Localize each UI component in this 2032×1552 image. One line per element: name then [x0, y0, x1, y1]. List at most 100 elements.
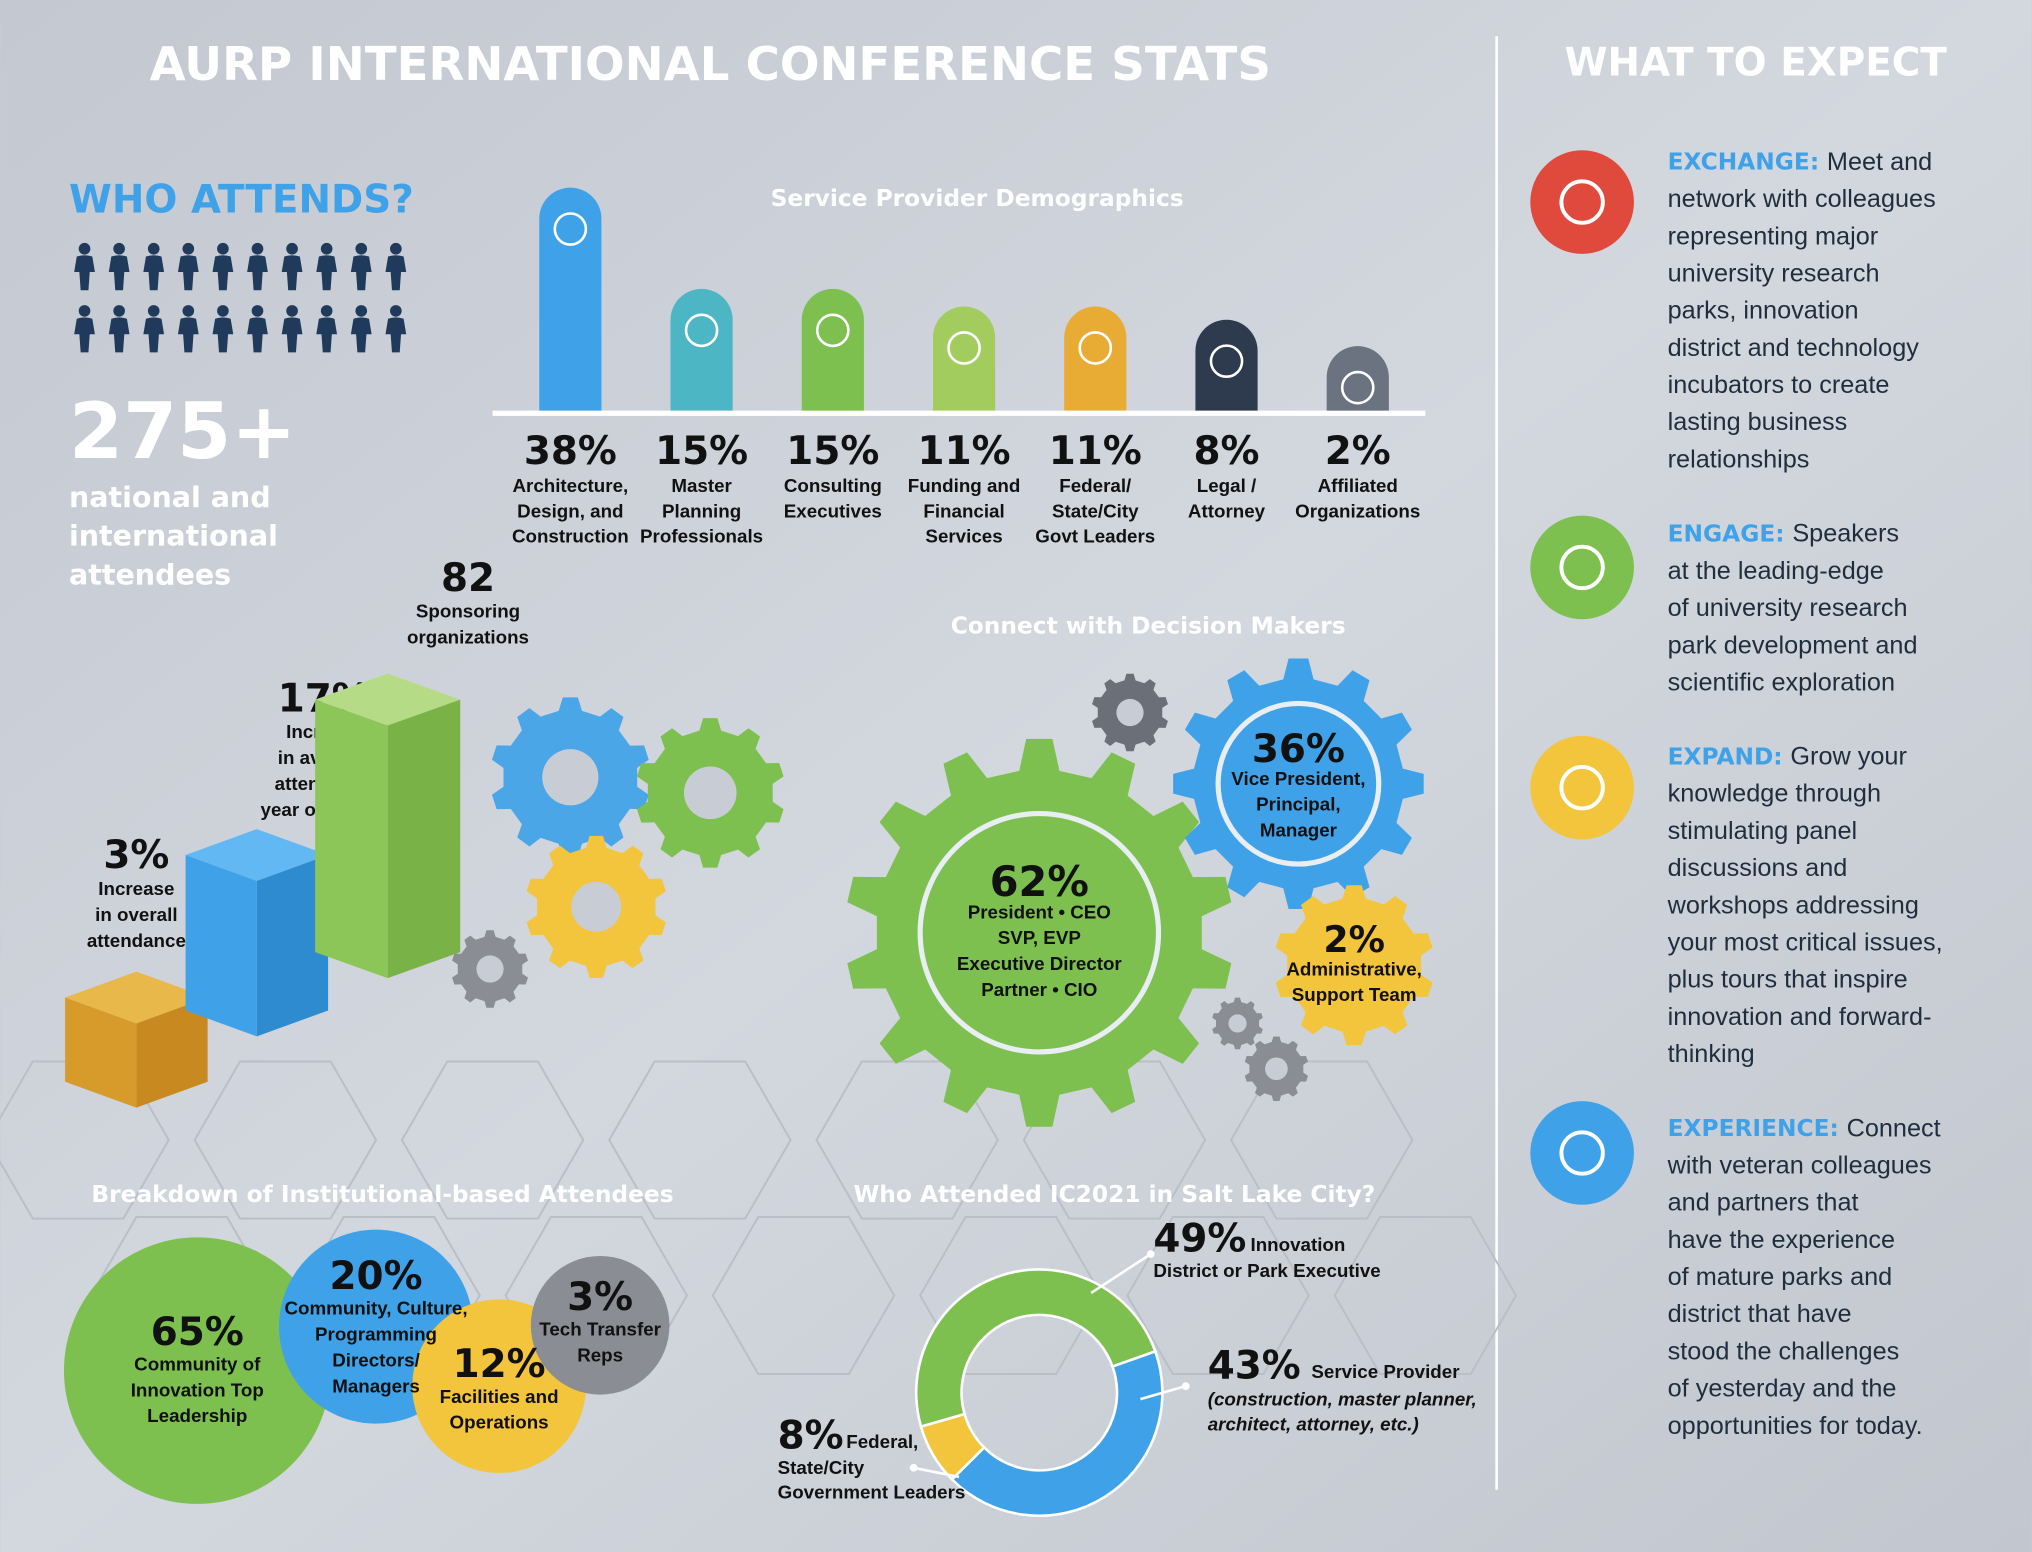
- expect-text: representing major: [1668, 222, 1879, 250]
- bubble-category-label: Managers: [332, 1375, 420, 1396]
- person-body: [74, 317, 95, 353]
- person-body: [143, 255, 165, 291]
- bubble-category-label: Programming: [315, 1324, 437, 1345]
- bar: [539, 187, 602, 414]
- bubble-category-label: Reps: [577, 1344, 623, 1365]
- chart-title: Who Attended IC2021 in Salt Lake City?: [854, 1181, 1376, 1208]
- bar-value-label: 2%: [1325, 429, 1391, 474]
- decision-label: Administrative,: [1286, 958, 1422, 979]
- person-icon: [212, 305, 234, 353]
- person-icon: [247, 242, 268, 291]
- expect-text: park development and: [1668, 631, 1918, 659]
- attendee-count: 275+: [69, 387, 296, 477]
- expect-text: parks, innovation: [1668, 297, 1859, 325]
- hexagon-decoration: [193, 1060, 378, 1220]
- expect-text: incubators to create: [1668, 371, 1890, 399]
- hexagon-decoration: [1022, 1060, 1207, 1220]
- bar-category-label: Affiliated: [1318, 475, 1398, 496]
- expect-text: of mature parks and: [1668, 1263, 1893, 1291]
- expect-text: have the experience: [1668, 1226, 1895, 1254]
- bar-category-label: State/City: [1052, 500, 1139, 521]
- bubble-category-label: Leadership: [147, 1405, 247, 1426]
- growth-label: Increase: [98, 878, 174, 899]
- person-body: [247, 255, 268, 291]
- person-icon: [177, 242, 199, 291]
- growth-label: Sponsoring: [416, 601, 520, 622]
- bar-category-label: Federal/: [1059, 475, 1132, 496]
- expect-icon-glyph: [1559, 179, 1605, 225]
- expect-heading: EXPAND:: [1668, 743, 1783, 770]
- expect-text: university research: [1668, 259, 1880, 287]
- person-body: [177, 317, 199, 353]
- expect-text: innovation and forward-: [1668, 1003, 1932, 1031]
- expect-text: opportunities for today.: [1668, 1412, 1923, 1440]
- growth-label: organizations: [407, 627, 529, 648]
- expect-text: Grow your: [1790, 743, 1906, 771]
- decision-label: SVP, EVP: [998, 927, 1081, 948]
- bar-category-label: Govt Leaders: [1035, 526, 1155, 547]
- decision-label: Partner • CIO: [981, 979, 1097, 1000]
- expect-icon: [1530, 515, 1634, 620]
- expect-icon: [1530, 150, 1634, 254]
- gear-hole: [542, 749, 599, 806]
- person-icon: [247, 305, 268, 353]
- expect-icon-glyph: [1559, 764, 1605, 811]
- hexagon-decoration: [400, 1060, 585, 1220]
- expect-icon: [1530, 735, 1634, 840]
- bar: [1326, 346, 1389, 414]
- bar-icon: [684, 313, 719, 348]
- person-body: [385, 317, 407, 353]
- decision-value: 2%: [1323, 918, 1385, 961]
- person-body: [385, 255, 407, 291]
- expect-text: discussions and: [1668, 854, 1848, 882]
- decision-label: Executive Director: [957, 953, 1122, 974]
- donut-segment: [914, 1268, 1157, 1429]
- person-body: [247, 317, 268, 353]
- bar-category-label: Executives: [784, 500, 882, 521]
- decision-value: 36%: [1252, 727, 1345, 772]
- person-body: [350, 255, 372, 291]
- bubble-category-label: Facilities and: [440, 1386, 559, 1407]
- bar-icon: [815, 313, 850, 348]
- growth-box-left: [65, 997, 137, 1108]
- bubble-value-label: 65%: [151, 1310, 244, 1355]
- expect-text: knowledge through: [1668, 780, 1881, 808]
- bar-icon: [947, 331, 981, 365]
- bubble-value-label: 12%: [453, 1342, 546, 1387]
- person-icon: [143, 305, 165, 353]
- decision-label: Vice President,: [1231, 768, 1365, 789]
- expect-text: of university research: [1668, 594, 1908, 622]
- bubble-category-label: Directors/: [332, 1350, 420, 1371]
- bar-category-label: Architecture,: [512, 475, 628, 496]
- bar: [670, 288, 733, 414]
- bar-category-label: Services: [925, 526, 1002, 547]
- growth-box-left: [315, 699, 388, 979]
- bar-category-label: Organizations: [1295, 500, 1420, 521]
- growth-label: in overall: [95, 904, 177, 925]
- growth-box-right: [387, 699, 461, 979]
- gear-ring: [917, 810, 1162, 1055]
- donut-category-label: Innovation: [1250, 1234, 1345, 1255]
- bubble-value-label: 3%: [567, 1275, 633, 1320]
- person-head: [355, 305, 368, 317]
- expect-text: Meet and: [1827, 148, 1932, 176]
- person-body: [316, 317, 338, 353]
- donut-value-label: 8%: [778, 1413, 844, 1458]
- bar-value-label: 38%: [524, 429, 617, 474]
- person-head: [286, 242, 298, 255]
- expect-heading: EXCHANGE:: [1668, 149, 1820, 176]
- expect-text: workshops addressing: [1667, 891, 1919, 919]
- bar-icon: [1340, 370, 1375, 405]
- person-icon: [177, 305, 199, 353]
- expect-text: of yesterday and the: [1668, 1375, 1897, 1403]
- hexagon-decoration: [1333, 1216, 1518, 1375]
- person-body: [143, 317, 165, 353]
- bar-category-label: Attorney: [1188, 500, 1266, 521]
- donut-segment: [950, 1349, 1164, 1517]
- bubble-category-label: Innovation Top: [131, 1379, 264, 1400]
- bar-category-label: Financial: [923, 500, 1004, 521]
- leader-line: [913, 1466, 960, 1479]
- panel-title: WHAT TO EXPECT: [1565, 40, 1948, 85]
- person-icon: [108, 305, 130, 353]
- who-attends-title: WHO ATTENDS?: [69, 178, 414, 223]
